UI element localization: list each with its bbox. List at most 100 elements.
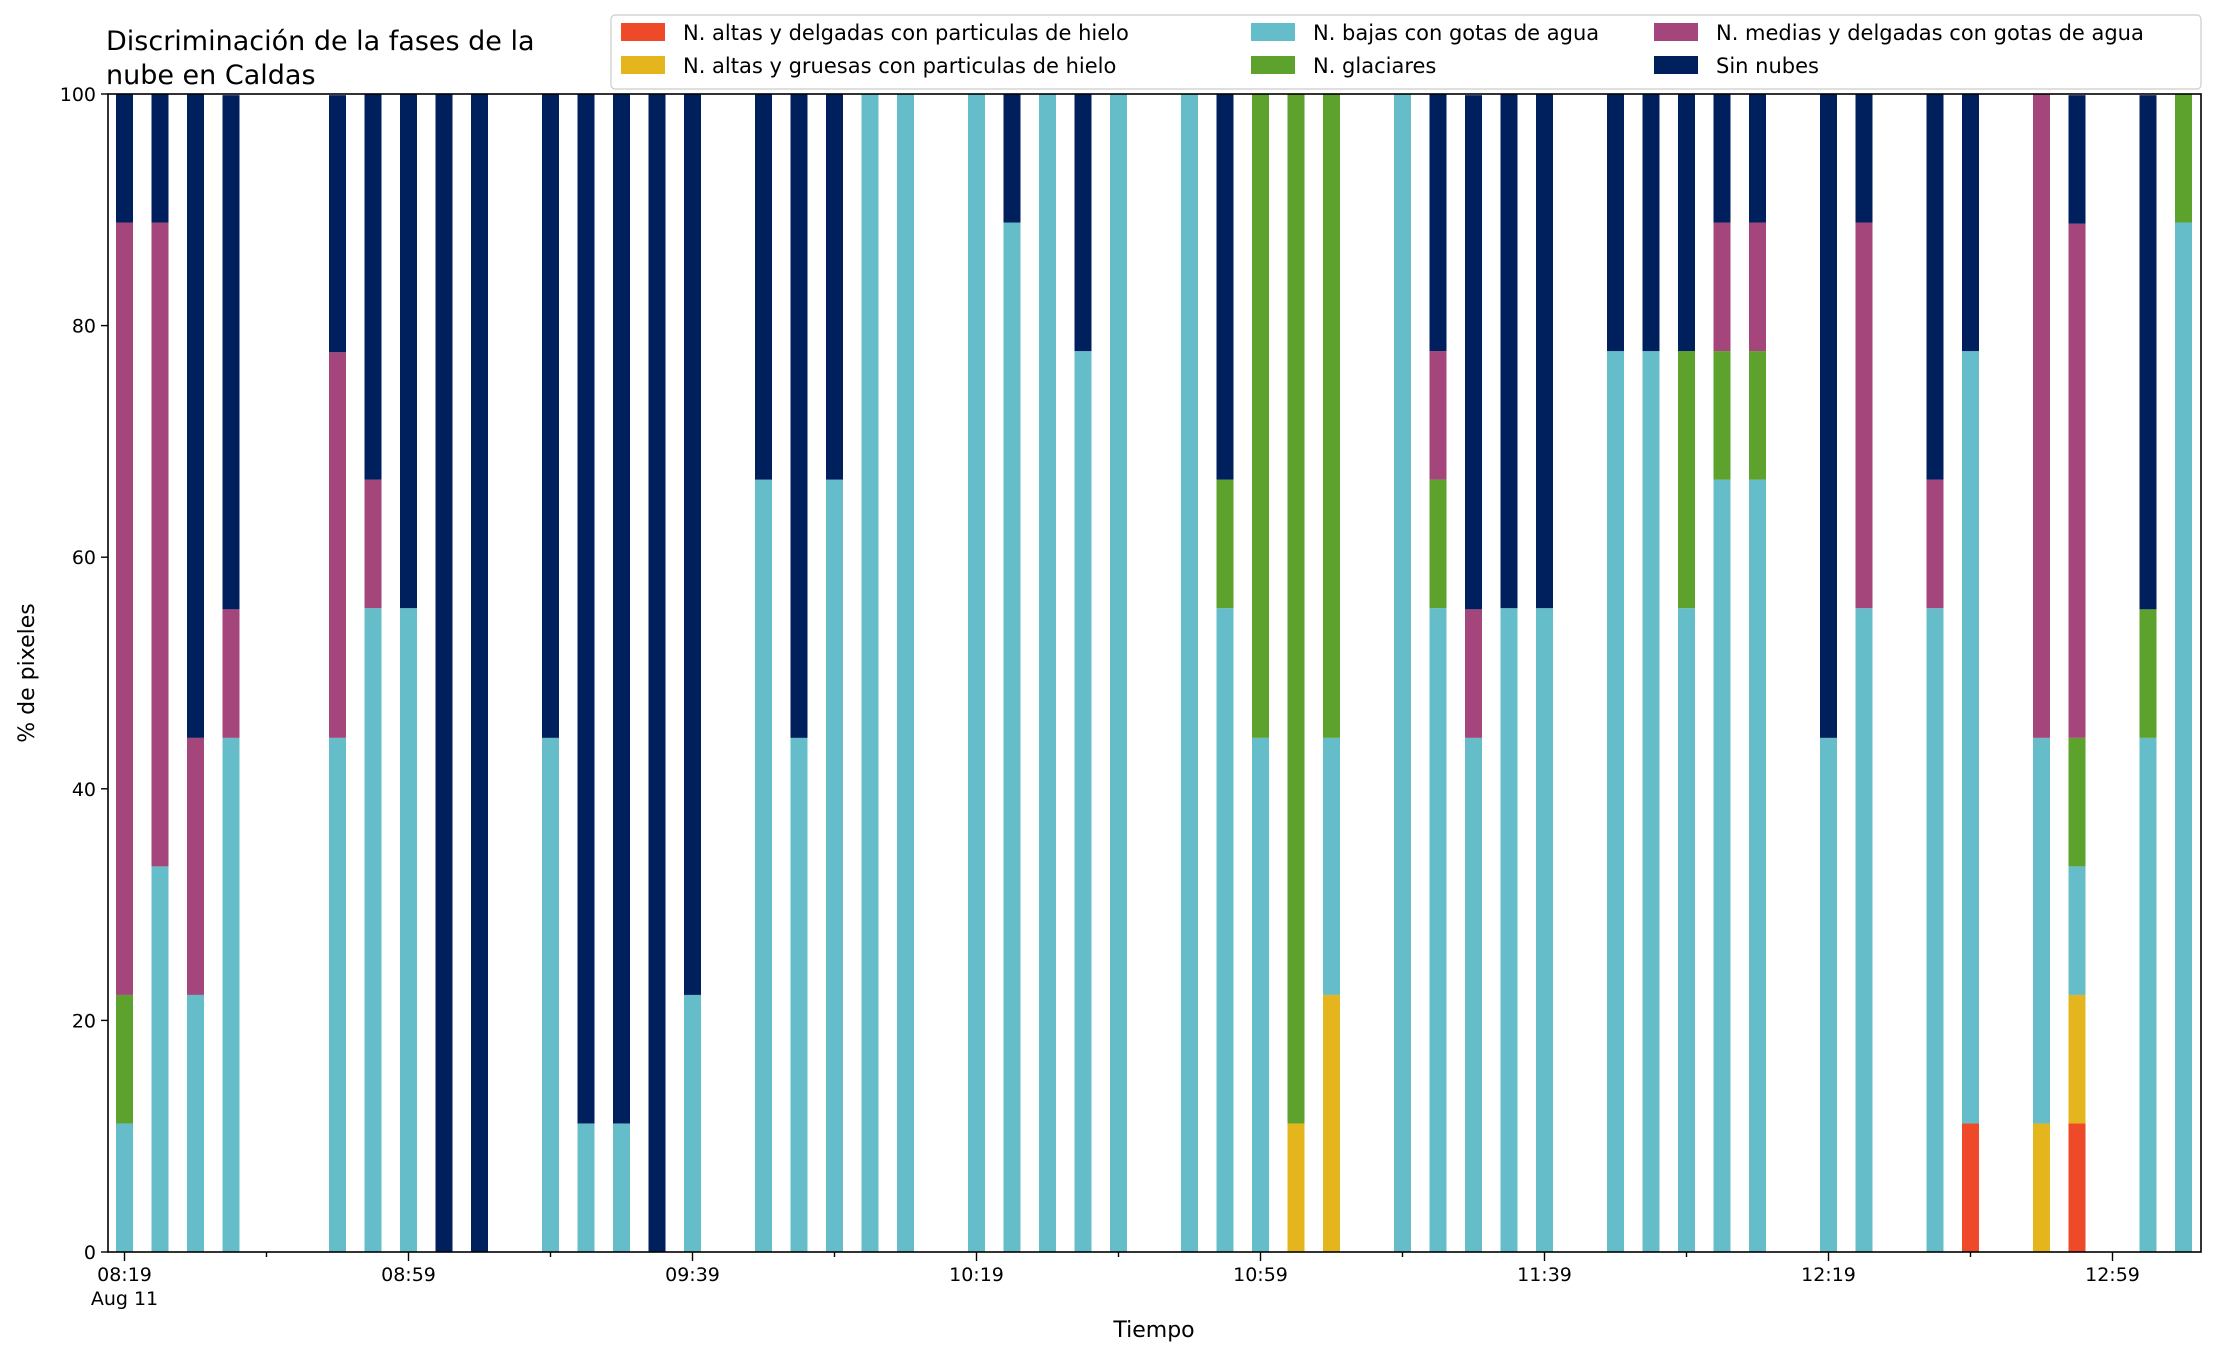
bar-segment bbox=[613, 1123, 630, 1252]
bar-segment bbox=[648, 94, 666, 1252]
bar-segment bbox=[364, 479, 382, 609]
bar-segment bbox=[1962, 94, 1979, 352]
bar-segment bbox=[2068, 737, 2086, 867]
bar-segment bbox=[1536, 608, 1553, 1252]
x-tick-label: 11:39 bbox=[1517, 1264, 1572, 1286]
bar-segment bbox=[1926, 608, 1944, 1252]
bar-segment bbox=[151, 866, 169, 1252]
y-tick-label: 40 bbox=[72, 779, 96, 801]
bar-segment bbox=[684, 94, 701, 995]
x-tick-label: 08:19 bbox=[97, 1264, 152, 1286]
bar-segment bbox=[2139, 737, 2157, 1252]
bar-segment bbox=[435, 94, 453, 1252]
bar-segment bbox=[1323, 94, 1340, 738]
bar-segment bbox=[400, 94, 417, 609]
bar-segment bbox=[329, 737, 346, 1252]
x-tick-label: 12:59 bbox=[2085, 1264, 2140, 1286]
bar-segment bbox=[1252, 737, 1269, 1252]
bar-segment bbox=[151, 94, 169, 223]
bar-segment bbox=[684, 994, 701, 1252]
bar-segment bbox=[1749, 479, 1766, 1252]
bar-segment bbox=[1216, 94, 1234, 480]
legend-swatch bbox=[1251, 23, 1295, 41]
bar-segment bbox=[364, 608, 382, 1252]
bar-segment bbox=[826, 94, 843, 480]
bar-segment bbox=[1962, 351, 1979, 1124]
bar-segment bbox=[968, 94, 985, 1252]
bar-segment bbox=[1749, 222, 1766, 352]
legend-label: N. altas y delgadas con particulas de hi… bbox=[683, 21, 1129, 45]
bar-segment bbox=[1607, 351, 1624, 1253]
bar-segment bbox=[187, 737, 204, 995]
legend-swatch bbox=[1251, 56, 1295, 74]
x-tick-label: 08:59 bbox=[381, 1264, 436, 1286]
bar-segment bbox=[1323, 994, 1340, 1252]
bar-segment bbox=[1926, 479, 1944, 609]
bar-segment bbox=[116, 222, 133, 995]
bar-segment bbox=[1713, 94, 1731, 223]
legend-swatch bbox=[621, 56, 665, 74]
y-tick-label: 20 bbox=[72, 1010, 96, 1032]
bar-segment bbox=[2068, 866, 2086, 995]
bar-segment bbox=[2068, 994, 2086, 1124]
bar-segment bbox=[2139, 95, 2157, 610]
bar-segment bbox=[2068, 95, 2086, 224]
plot-area-frame bbox=[107, 93, 2202, 1253]
bar-segment bbox=[2033, 94, 2050, 738]
bar-segment bbox=[1642, 351, 1660, 1253]
bar-segment bbox=[1749, 351, 1766, 480]
bar-segment bbox=[1713, 222, 1731, 352]
bar-segment bbox=[1678, 608, 1695, 1252]
y-tick-label: 0 bbox=[84, 1242, 96, 1264]
bar-segment bbox=[2068, 1123, 2086, 1252]
bar-segment bbox=[187, 94, 204, 738]
bar-segment bbox=[2175, 94, 2192, 223]
x-tick-label: 12:19 bbox=[1801, 1264, 1856, 1286]
bar-segment bbox=[1003, 222, 1021, 1252]
bar-segment bbox=[187, 994, 204, 1252]
bar-segment bbox=[329, 352, 346, 738]
bar-segment bbox=[1749, 94, 1766, 223]
bar-segment bbox=[577, 94, 595, 1124]
bar-segment bbox=[1003, 94, 1021, 223]
x-tick-label: 09:39 bbox=[665, 1264, 720, 1286]
bar-segment bbox=[1287, 94, 1305, 1124]
bar-segment bbox=[1855, 608, 1873, 1252]
bar-segment bbox=[1429, 608, 1447, 1252]
bar-segment bbox=[1926, 94, 1944, 480]
bar-segment bbox=[1465, 737, 1482, 1252]
chart-title-line-2: nube en Caldas bbox=[106, 60, 316, 91]
bar-segment bbox=[1394, 94, 1411, 1252]
legend-label: Sin nubes bbox=[1716, 54, 1819, 78]
bar-segment bbox=[1216, 479, 1234, 609]
legend: N. altas y delgadas con particulas de hi… bbox=[610, 14, 2202, 90]
bar-segment bbox=[1074, 351, 1092, 1253]
x-tick-sublabel: Aug 11 bbox=[91, 1288, 158, 1310]
bar-segment bbox=[1500, 608, 1518, 1252]
bar-segment bbox=[755, 94, 772, 480]
legend-label: N. glaciares bbox=[1313, 54, 1436, 78]
bar-segment bbox=[400, 608, 417, 1252]
bar-segment bbox=[1642, 94, 1660, 352]
bar-segment bbox=[2033, 737, 2050, 1124]
bar-segment bbox=[2068, 223, 2086, 738]
bar-segment bbox=[790, 737, 808, 1252]
bar-segment bbox=[897, 94, 914, 1252]
bar-segment bbox=[826, 479, 843, 1252]
bar-segment bbox=[1962, 1123, 1979, 1252]
bar-segment bbox=[329, 95, 346, 353]
y-tick-label: 60 bbox=[72, 547, 96, 569]
chart-title-line-1: Discriminación de la fases de la bbox=[106, 26, 535, 57]
bar-segment bbox=[1039, 94, 1056, 1252]
bar-segment bbox=[1110, 94, 1127, 1252]
bar-segment bbox=[1678, 351, 1695, 609]
bar-segment bbox=[151, 222, 169, 867]
bar-segment bbox=[1181, 94, 1198, 1252]
bar-segment bbox=[1713, 351, 1731, 480]
y-axis: 0 20 40 60 80 100 bbox=[60, 84, 108, 1264]
bar-segment bbox=[1500, 94, 1518, 609]
bar-segment bbox=[1429, 94, 1447, 352]
bar-segment bbox=[116, 94, 133, 223]
